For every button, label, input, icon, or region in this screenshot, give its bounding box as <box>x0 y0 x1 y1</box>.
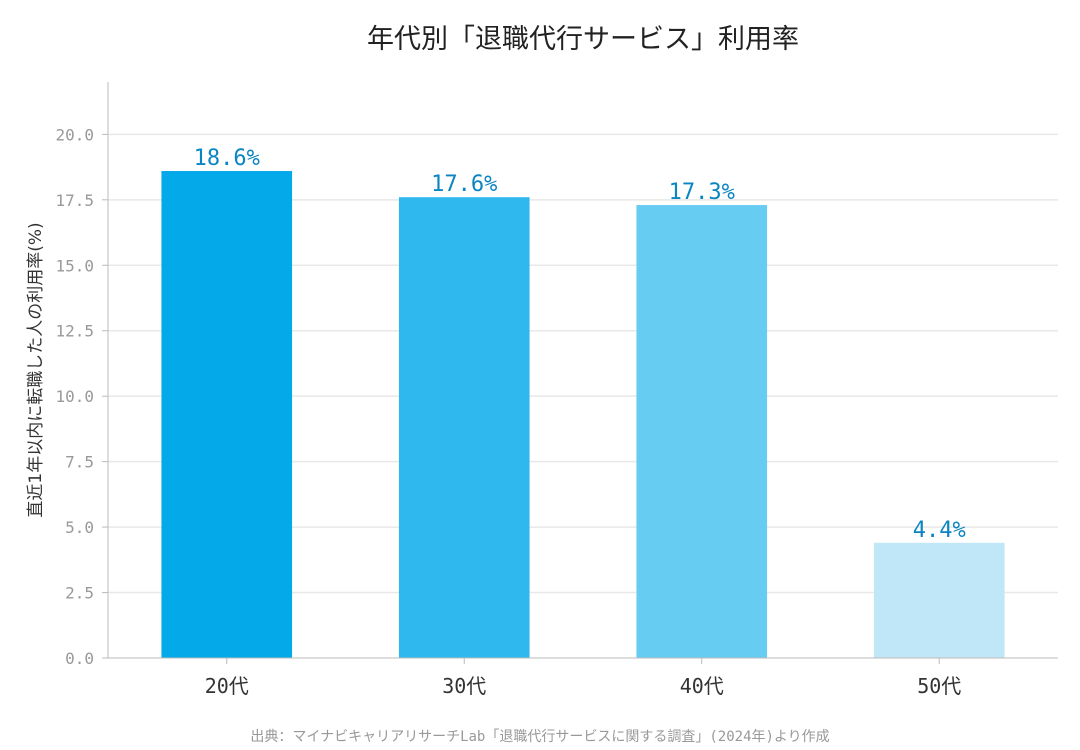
bars <box>161 171 1005 658</box>
bar-3 <box>636 205 768 658</box>
bar-4 <box>873 542 1005 658</box>
y-tick-label: 7.5 <box>65 453 94 472</box>
y-tick-label: 17.5 <box>55 191 94 210</box>
y-tick-label: 5.0 <box>65 518 94 537</box>
y-tick-label: 20.0 <box>55 125 94 144</box>
data-label-3: 17.3% <box>669 180 735 205</box>
x-tick-label: 20代 <box>205 674 249 698</box>
y-axis-label: 直近1年以内に転職した人の利用率(%) <box>26 222 46 517</box>
x-tick-label: 50代 <box>917 674 961 698</box>
bar-1 <box>161 171 293 658</box>
chart-title: 年代別「退職代行サービス」利用率 <box>367 24 799 55</box>
x-tick-label: 30代 <box>442 674 486 698</box>
x-axis-ticks: 20代 30代 40代 50代 <box>205 658 961 698</box>
data-label-2: 17.6% <box>431 172 497 197</box>
y-tick-label: 0.0 <box>65 649 94 668</box>
y-axis-ticks: 0.0 2.5 5.0 7.5 10.0 12.5 15.0 17.5 20.0 <box>55 125 108 668</box>
data-label-4: 4.4% <box>913 518 966 543</box>
y-tick-label: 10.0 <box>55 387 94 406</box>
bar-2 <box>398 197 530 658</box>
data-labels: 18.6% 17.6% 17.3% 4.4% <box>194 146 966 543</box>
y-tick-label: 2.5 <box>65 584 94 603</box>
source-note: 出典：マイナビキャリアリサーチLab「退職代行サービスに関する調査」(2024年… <box>250 729 829 745</box>
data-label-1: 18.6% <box>194 146 260 171</box>
y-tick-label: 12.5 <box>55 322 94 341</box>
x-tick-label: 40代 <box>680 674 724 698</box>
y-tick-label: 15.0 <box>55 256 94 275</box>
